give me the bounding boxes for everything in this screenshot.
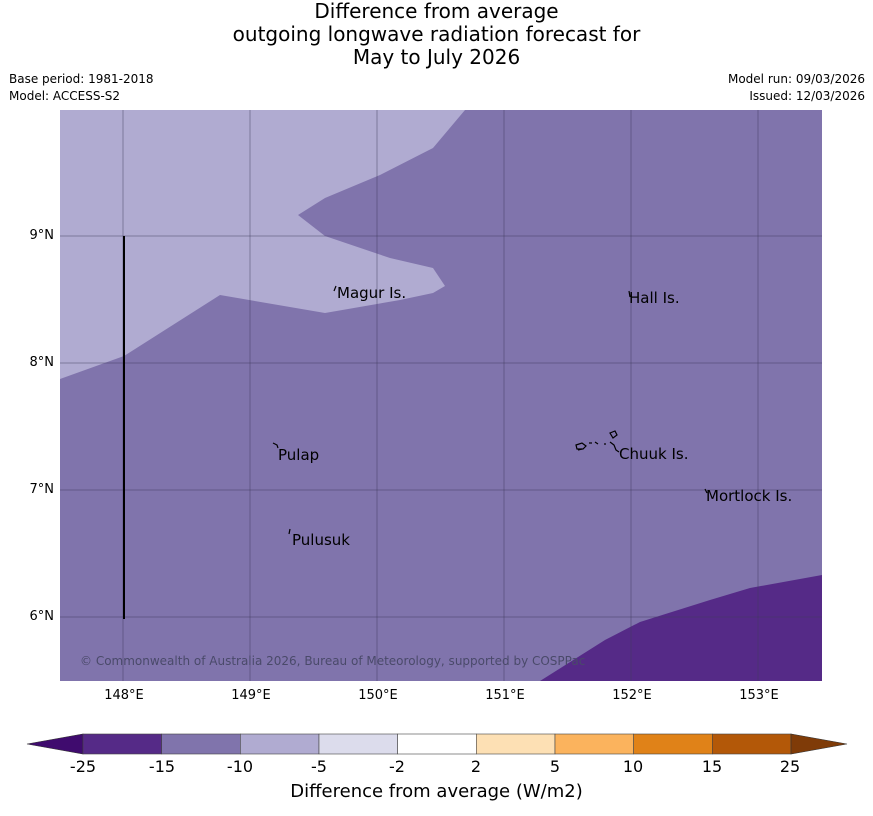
region-light-purple <box>60 110 465 379</box>
map-panel[interactable] <box>60 110 822 681</box>
base-period-text: Base period: 1981-2018 <box>9 72 154 86</box>
colorbar <box>26 733 848 755</box>
region-dark-purple <box>540 575 822 681</box>
cb-tick-2: -10 <box>226 757 254 776</box>
mortlock-island-mark <box>704 488 708 494</box>
lon-tick-150: 150°E <box>358 688 398 703</box>
meta-left: Base period: 1981-2018 Model: ACCESS-S2 <box>9 71 154 105</box>
colorbar-segment-7 <box>633 733 713 755</box>
cb-tick-3: -5 <box>311 757 327 776</box>
copyright-text: © Commonwealth of Australia 2026, Bureau… <box>80 654 586 668</box>
cb-tick-9: 25 <box>779 757 801 776</box>
colorbar-segment-4 <box>397 733 477 755</box>
colorbar-segment-6 <box>554 733 634 755</box>
place-label-hall: Hall Is. <box>629 289 680 307</box>
lon-tick-153: 153°E <box>739 688 779 703</box>
cb-tick-8: 15 <box>701 757 723 776</box>
magur-island-mark <box>333 285 337 292</box>
cb-tick-6: 5 <box>549 757 561 776</box>
title-line-3: May to July 2026 <box>352 45 521 69</box>
colorbar-label: Difference from average (W/m2) <box>290 781 583 802</box>
colorbar-segment-2 <box>240 733 320 755</box>
place-label-mortlock: Mortlock Is. <box>706 487 793 505</box>
cb-tick-7: 10 <box>622 757 644 776</box>
chuuk-lagoon-mark <box>575 430 620 453</box>
colorbar-arrow-high <box>790 733 848 755</box>
lon-tick-151: 151°E <box>485 688 525 703</box>
meta-right: Model run: 09/03/2026 Issued: 12/03/2026 <box>728 71 865 105</box>
colorbar-segments <box>26 733 848 755</box>
lon-tick-152: 152°E <box>612 688 652 703</box>
gridlines <box>60 110 822 681</box>
lat-tick-6n: 6°N <box>29 609 55 624</box>
colorbar-segment-5 <box>476 733 556 755</box>
colorbar-segment-3 <box>318 733 398 755</box>
colorbar-segment-8 <box>712 733 792 755</box>
place-label-magur: Magur Is. <box>337 284 407 302</box>
hall-island-mark <box>628 290 631 298</box>
lat-tick-7n: 7°N <box>29 482 55 497</box>
title-line-2: outgoing longwave radiation forecast for <box>232 22 641 46</box>
place-label-pulap: Pulap <box>278 446 320 464</box>
pulusuk-island-mark <box>288 528 291 535</box>
colorbar-segment-0 <box>82 733 162 755</box>
cb-tick-1: -15 <box>148 757 176 776</box>
island-marks <box>272 285 708 535</box>
issued-text: Issued: 12/03/2026 <box>749 89 865 103</box>
map-title: Difference from average outgoing longwav… <box>0 0 873 69</box>
place-label-pulusuk: Pulusuk <box>292 531 350 549</box>
lon-tick-148: 148°E <box>104 688 144 703</box>
colorbar-arrow-low <box>26 733 84 755</box>
cb-tick-5: 2 <box>470 757 482 776</box>
colorbar-segment-1 <box>161 733 241 755</box>
title-line-1: Difference from average <box>314 0 559 23</box>
place-label-chuuk: Chuuk Is. <box>619 445 689 463</box>
lat-tick-9n: 9°N <box>29 228 55 243</box>
model-text: Model: ACCESS-S2 <box>9 89 121 103</box>
lon-tick-149: 149°E <box>231 688 271 703</box>
cb-tick-4: -2 <box>389 757 405 776</box>
map-svg <box>60 110 822 681</box>
pulap-island-mark <box>272 442 279 449</box>
cb-tick-0: -25 <box>69 757 97 776</box>
model-run-text: Model run: 09/03/2026 <box>727 72 865 86</box>
lat-tick-8n: 8°N <box>29 355 55 370</box>
